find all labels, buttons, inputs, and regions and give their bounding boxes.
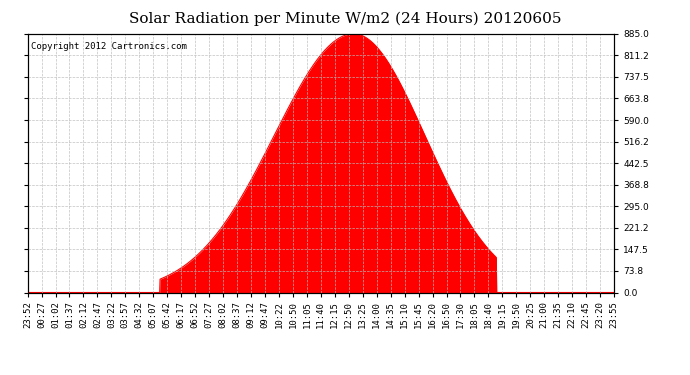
Text: Copyright 2012 Cartronics.com: Copyright 2012 Cartronics.com bbox=[30, 42, 186, 51]
Text: Solar Radiation per Minute W/m2 (24 Hours) 20120605: Solar Radiation per Minute W/m2 (24 Hour… bbox=[129, 11, 561, 26]
